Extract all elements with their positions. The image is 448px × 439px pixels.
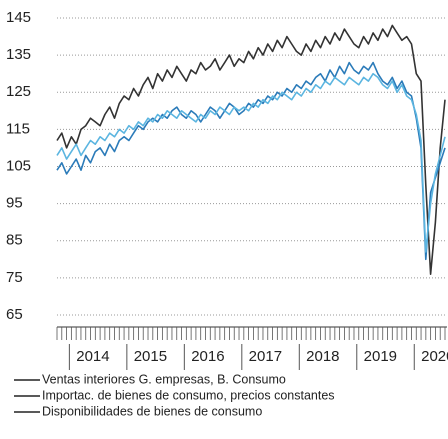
y-tick-label: 145 (6, 9, 31, 26)
legend-label: Disponibilidades de bienes de consumo (42, 404, 262, 418)
y-tick-label: 115 (6, 120, 30, 137)
x-tick-label: 2016 (191, 348, 224, 365)
x-tick-label: 2018 (306, 348, 339, 365)
x-tick-label: 2014 (76, 348, 109, 365)
x-tick-label: 2019 (364, 348, 397, 365)
series-line (56, 72, 446, 253)
x-tick-label: 2017 (249, 348, 282, 365)
legend-label: Ventas interiores G. empresas, B. Consum… (42, 372, 286, 386)
series-line (56, 61, 446, 261)
y-tick-label: 125 (6, 83, 31, 100)
y-tick-label: 95 (6, 195, 23, 212)
series-line (56, 24, 446, 275)
x-tick-label: 2020 (421, 348, 448, 365)
y-tick-label: 135 (6, 46, 31, 63)
y-tick-label: 105 (6, 157, 31, 174)
legend-label: Importac. de bienes de consumo, precios … (42, 388, 335, 402)
y-tick-label: 65 (6, 306, 23, 323)
x-tick-label: 2015 (134, 348, 167, 365)
y-tick-label: 75 (6, 269, 23, 286)
y-tick-label: 85 (6, 232, 23, 249)
